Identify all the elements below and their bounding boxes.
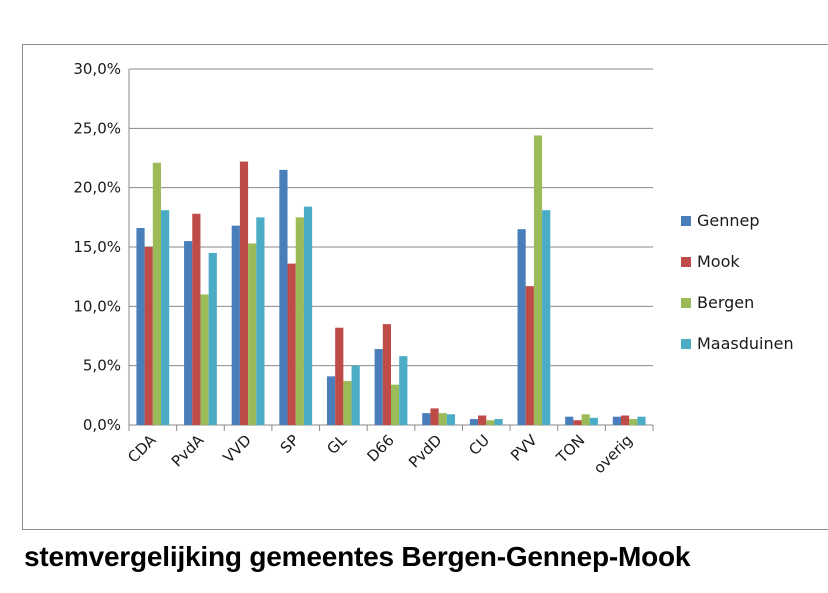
y-tick-label: 0,0% (83, 416, 121, 434)
bar-mook-pvdd (430, 408, 439, 425)
bar-mook-gl (335, 327, 344, 425)
bar-mook-pvv (525, 286, 534, 425)
y-tick-label: 20,0% (73, 179, 121, 197)
x-category-label: VVD (220, 431, 255, 466)
bar-mook-overig (620, 415, 630, 425)
x-category-label: PVV (507, 431, 541, 465)
chart-frame: 0,0% 5,0% 10,0% 15,0% 20,0% 25,0% 30,0% CDA Pvd… (22, 44, 828, 530)
bar-bergen-cu (486, 420, 495, 425)
bar-maasduinen-pvda (208, 252, 217, 425)
x-category-label: D66 (363, 431, 397, 465)
bar-bergen-overig (629, 419, 638, 425)
bar-bergen-ton (581, 414, 590, 425)
bar-maasduinen-cu (494, 419, 503, 425)
y-tick-label: 30,0% (73, 60, 121, 78)
bar-bergen-pvv (533, 135, 543, 425)
bar-gennep-pvda (184, 241, 193, 425)
bar-maasduinen-overig (637, 416, 646, 425)
bar-chart: 0,0%5,0%10,0%15,0%20,0%25,0%30,0% CDA Pvd… (73, 60, 794, 478)
bar-mook-d66 (382, 324, 391, 425)
y-axis-tick-labels: 0,0% 5,0% 10,0% 15,0% 20,0% 25,0% 30,0% (73, 60, 121, 434)
bar-maasduinen-cda (161, 210, 170, 425)
bar-bergen-vvd (248, 243, 257, 425)
bar-gennep-ton (565, 416, 574, 425)
legend-swatch-maasduinen (681, 339, 691, 349)
bar-mook-pvda (192, 213, 201, 425)
x-category-label: overig (590, 431, 636, 477)
bar-mook-vvd (239, 161, 249, 425)
bar-maasduinen-pvdd (446, 414, 456, 425)
bar-mook-cu (478, 415, 487, 425)
x-category-label: TON (552, 431, 588, 467)
legend-label-gennep: Gennep (697, 211, 760, 230)
bar-gennep-vvd (231, 225, 240, 425)
bar-bergen-d66 (391, 384, 400, 425)
bar-bergen-cda (152, 162, 162, 425)
y-tick-label: 5,0% (83, 357, 121, 375)
y-tick-label: 25,0% (73, 119, 121, 137)
bar-maasduinen-gl (351, 365, 360, 425)
bar-mook-sp (287, 263, 296, 425)
bar-maasduinen-pvv (542, 210, 551, 425)
x-category-label: CU (465, 431, 493, 459)
bar-gennep-pvdd (422, 413, 431, 425)
bar-gennep-sp (279, 169, 288, 425)
bar-mook-cda (144, 247, 153, 425)
legend-swatch-mook (681, 257, 691, 267)
bar-gennep-pvv (517, 229, 526, 425)
bar-bergen-pvdd (438, 413, 447, 425)
chart-caption: stemvergelijking gemeentes Bergen-Gennep… (24, 541, 691, 572)
bars (136, 135, 646, 425)
y-tick-label: 15,0% (73, 238, 121, 256)
y-tick-label: 10,0% (73, 297, 121, 315)
x-category-label: PvdA (168, 431, 208, 471)
bar-maasduinen-vvd (256, 217, 265, 425)
bar-maasduinen-ton (589, 417, 598, 425)
legend-label-bergen: Bergen (697, 293, 754, 312)
legend: Gennep Mook Bergen Maasduinen (681, 211, 794, 353)
legend-label-mook: Mook (697, 252, 740, 271)
bar-gennep-d66 (374, 349, 383, 425)
bar-gennep-overig (612, 416, 621, 425)
bar-bergen-gl (343, 381, 352, 425)
x-category-label: SP (277, 431, 303, 457)
x-category-label: GL (323, 431, 350, 458)
bar-mook-ton (573, 420, 582, 425)
legend-swatch-gennep (681, 216, 691, 226)
bar-maasduinen-sp (303, 206, 313, 425)
bar-gennep-cda (136, 228, 145, 425)
x-axis-category-labels: CDA PvdA VVD SP GL D66 PvdD CU PVV TON overig (124, 431, 636, 478)
legend-label-maasduinen: Maasduinen (697, 334, 794, 353)
legend-swatch-bergen (681, 298, 691, 308)
bar-maasduinen-d66 (399, 356, 408, 425)
bar-gennep-gl (326, 376, 336, 425)
bar-gennep-cu (469, 419, 479, 425)
x-category-label: CDA (124, 431, 160, 467)
x-category-label: PvdD (405, 431, 445, 471)
bar-bergen-pvda (200, 294, 209, 425)
bar-bergen-sp (295, 217, 304, 425)
